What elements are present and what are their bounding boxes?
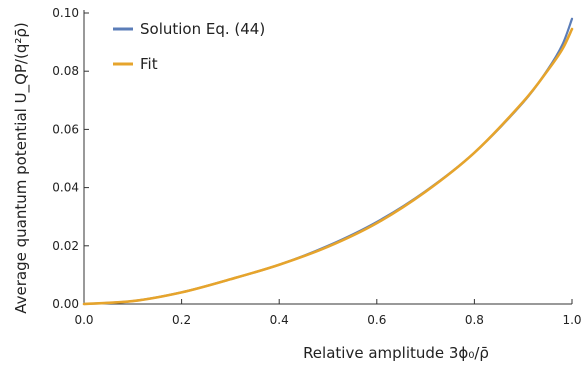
x-tick-label: 0.6 — [367, 313, 386, 327]
legend-label-fit: Fit — [140, 55, 158, 73]
y-tick-label: 0.00 — [52, 297, 79, 311]
x-axis-label: Relative amplitude 3ϕ₀/ρ̄ — [303, 344, 489, 362]
x-tick-label: 0.0 — [74, 313, 93, 327]
x-tick-label: 0.2 — [172, 313, 191, 327]
series-group — [82, 17, 574, 306]
x-tick-label: 1.0 — [562, 313, 581, 327]
y-ticks: 0.00 0.02 0.04 0.06 0.08 0.10 — [52, 6, 89, 311]
y-tick-label: 0.02 — [52, 239, 79, 253]
x-ticks: 0.0 0.2 0.4 0.6 0.8 1.0 — [74, 299, 582, 327]
y-tick-label: 0.04 — [52, 181, 79, 195]
legend: Solution Eq. (44) Fit — [113, 20, 265, 73]
y-tick-label: 0.08 — [52, 64, 79, 78]
axes — [83, 10, 572, 305]
y-tick-label: 0.10 — [52, 6, 79, 20]
y-axis-label: Average quantum potential U_QP/(q²ρ̄) — [12, 22, 31, 314]
y-tick-label: 0.06 — [52, 122, 79, 136]
x-tick-label: 0.8 — [465, 313, 484, 327]
legend-label-solution: Solution Eq. (44) — [140, 20, 265, 38]
x-tick-label: 0.4 — [270, 313, 289, 327]
series-line-fit — [82, 27, 574, 306]
